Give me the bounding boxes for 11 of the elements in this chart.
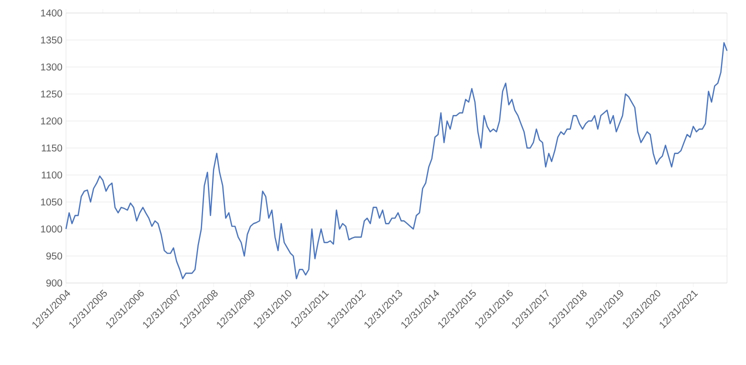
y-tick-label: 900	[46, 279, 62, 287]
y-tick-label: 1350	[41, 36, 62, 44]
y-tick-label: 1200	[41, 117, 62, 125]
y-tick-label: 1100	[42, 171, 62, 179]
y-tick-label: 1400	[41, 9, 62, 17]
y-tick-label: 1300	[41, 63, 62, 71]
y-tick-label: 1150	[42, 144, 62, 152]
y-tick-label: 1050	[41, 198, 62, 206]
y-tick-label: 1000	[41, 225, 62, 233]
y-tick-label: 1250	[41, 90, 62, 98]
y-tick-label: 950	[46, 252, 62, 260]
